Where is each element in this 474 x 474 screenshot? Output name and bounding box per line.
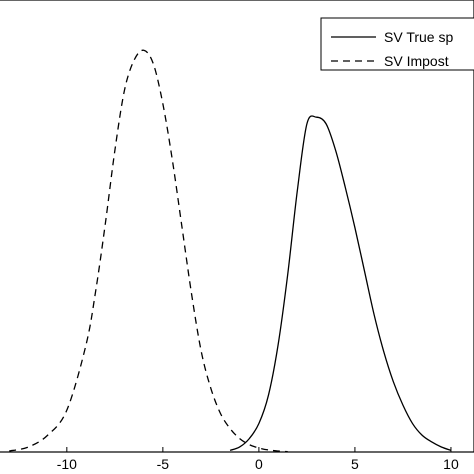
plot-frame [0, 0, 474, 453]
legend-label-impost: SV Impost [384, 53, 449, 69]
series-line-impost [9, 49, 288, 453]
plot-area [0, 0, 474, 453]
legend-label-true: SV True sp [384, 29, 453, 45]
x-tick-label: 5 [351, 456, 359, 472]
x-tick-label: -5 [157, 456, 170, 472]
series-line-true [229, 115, 452, 451]
x-tick-label: -10 [57, 456, 77, 472]
legend: SV True sp SV Impost [320, 17, 474, 71]
x-tick-label: 0 [255, 456, 263, 472]
x-axis-ticks: -10 -5 0 5 10 [57, 447, 459, 472]
x-tick-label: 10 [443, 456, 459, 472]
series-layer [9, 49, 452, 453]
